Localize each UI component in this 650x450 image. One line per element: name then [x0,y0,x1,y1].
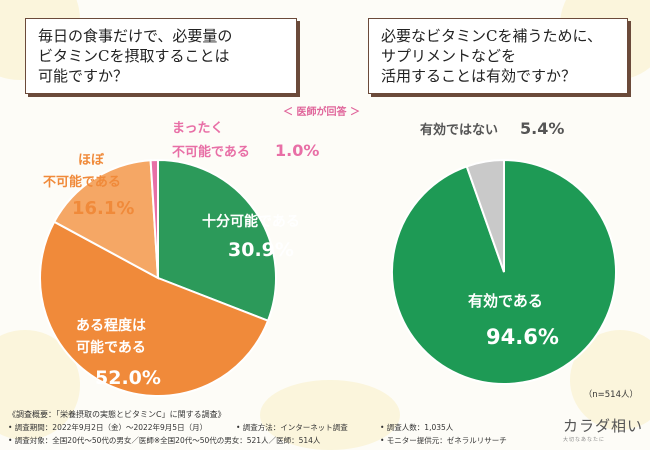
pie-slice-0 [157,158,277,323]
value-yuukou: 94.6% [486,325,559,349]
pie-slice-3 [149,158,159,279]
label-mattaku-1: まったく [172,121,223,136]
brand-logo: カラダ相い 大切なあなたに [563,415,643,443]
value-yuukou-nai: 5.4% [520,119,564,138]
label-yuukou-nai: 有効ではない [420,122,498,138]
value-aruteido: 52.0% [95,367,161,389]
pie-slice-1 [465,158,505,273]
question-text-left: 毎日の食事だけで、必要量の ビタミンCを摂取することは 可能ですか？ [38,27,233,85]
label-hobo-1: ほぼ [78,153,105,168]
survey-target: • 調査対象：全国20代〜50代の男女／医師※全国20代〜50代の男女：521人… [8,436,321,445]
pie-slice-2 [52,159,160,280]
survey-period: • 調査期間：2022年9月2日（金）〜2022年9月5日（月） [8,423,208,432]
left-donut-chart [39,158,277,397]
label-aruteido-2: 可能である [76,339,146,356]
label-yuukou: 有効である [468,292,543,310]
value-juubun: 30.9% [228,239,294,261]
question-text-right: 必要なビタミンCを補うために、 サプリメントなどを 活用することは有効ですか？ [381,27,603,85]
survey-method: • 調査方法：インターネット調査 [236,423,348,432]
doctor-answer-tag: ＜ 医師が回答 ＞ [283,107,360,118]
label-aruteido-1: ある程度は [76,317,146,334]
logo-sub-text: 大切なあなたに [563,437,606,443]
sample-size-label: （n=514人） [583,390,638,400]
logo-main-text: カラダ相い [563,417,644,435]
survey-count: • 調査人数：1,035人 [380,423,454,432]
lemon-decoration [260,380,400,450]
question-box-right [368,18,628,94]
right-pie-chart [391,158,617,385]
value-mattaku: 1.0% [275,141,319,160]
pie-slice-1 [39,220,270,397]
label-juubun: 十分可能である [202,213,300,230]
value-hobo: 16.1% [72,198,134,219]
label-mattaku-2: 不可能である [172,144,250,160]
survey-monitor: • モニター提供元：ゼネラルリサーチ [380,436,507,445]
label-hobo-2: 不可能である [43,174,121,190]
question-box-left [25,18,297,94]
survey-summary-title: 《調査概要：「栄養摂取の実態とビタミンC」に関する調査》 [8,410,226,419]
